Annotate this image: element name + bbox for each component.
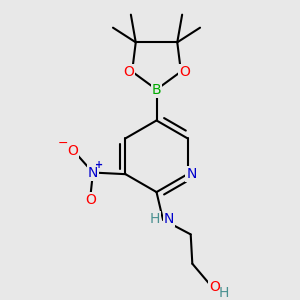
Text: N: N xyxy=(88,166,98,179)
Text: O: O xyxy=(67,144,78,158)
Text: +: + xyxy=(95,160,103,170)
Text: H: H xyxy=(219,286,229,300)
Text: N: N xyxy=(186,167,197,181)
Text: O: O xyxy=(179,64,190,79)
Text: −: − xyxy=(57,137,68,150)
Text: O: O xyxy=(123,64,134,79)
Text: N: N xyxy=(164,212,174,226)
Text: H: H xyxy=(150,212,160,226)
Text: O: O xyxy=(209,280,220,295)
Text: O: O xyxy=(85,193,96,207)
Text: B: B xyxy=(152,82,161,97)
